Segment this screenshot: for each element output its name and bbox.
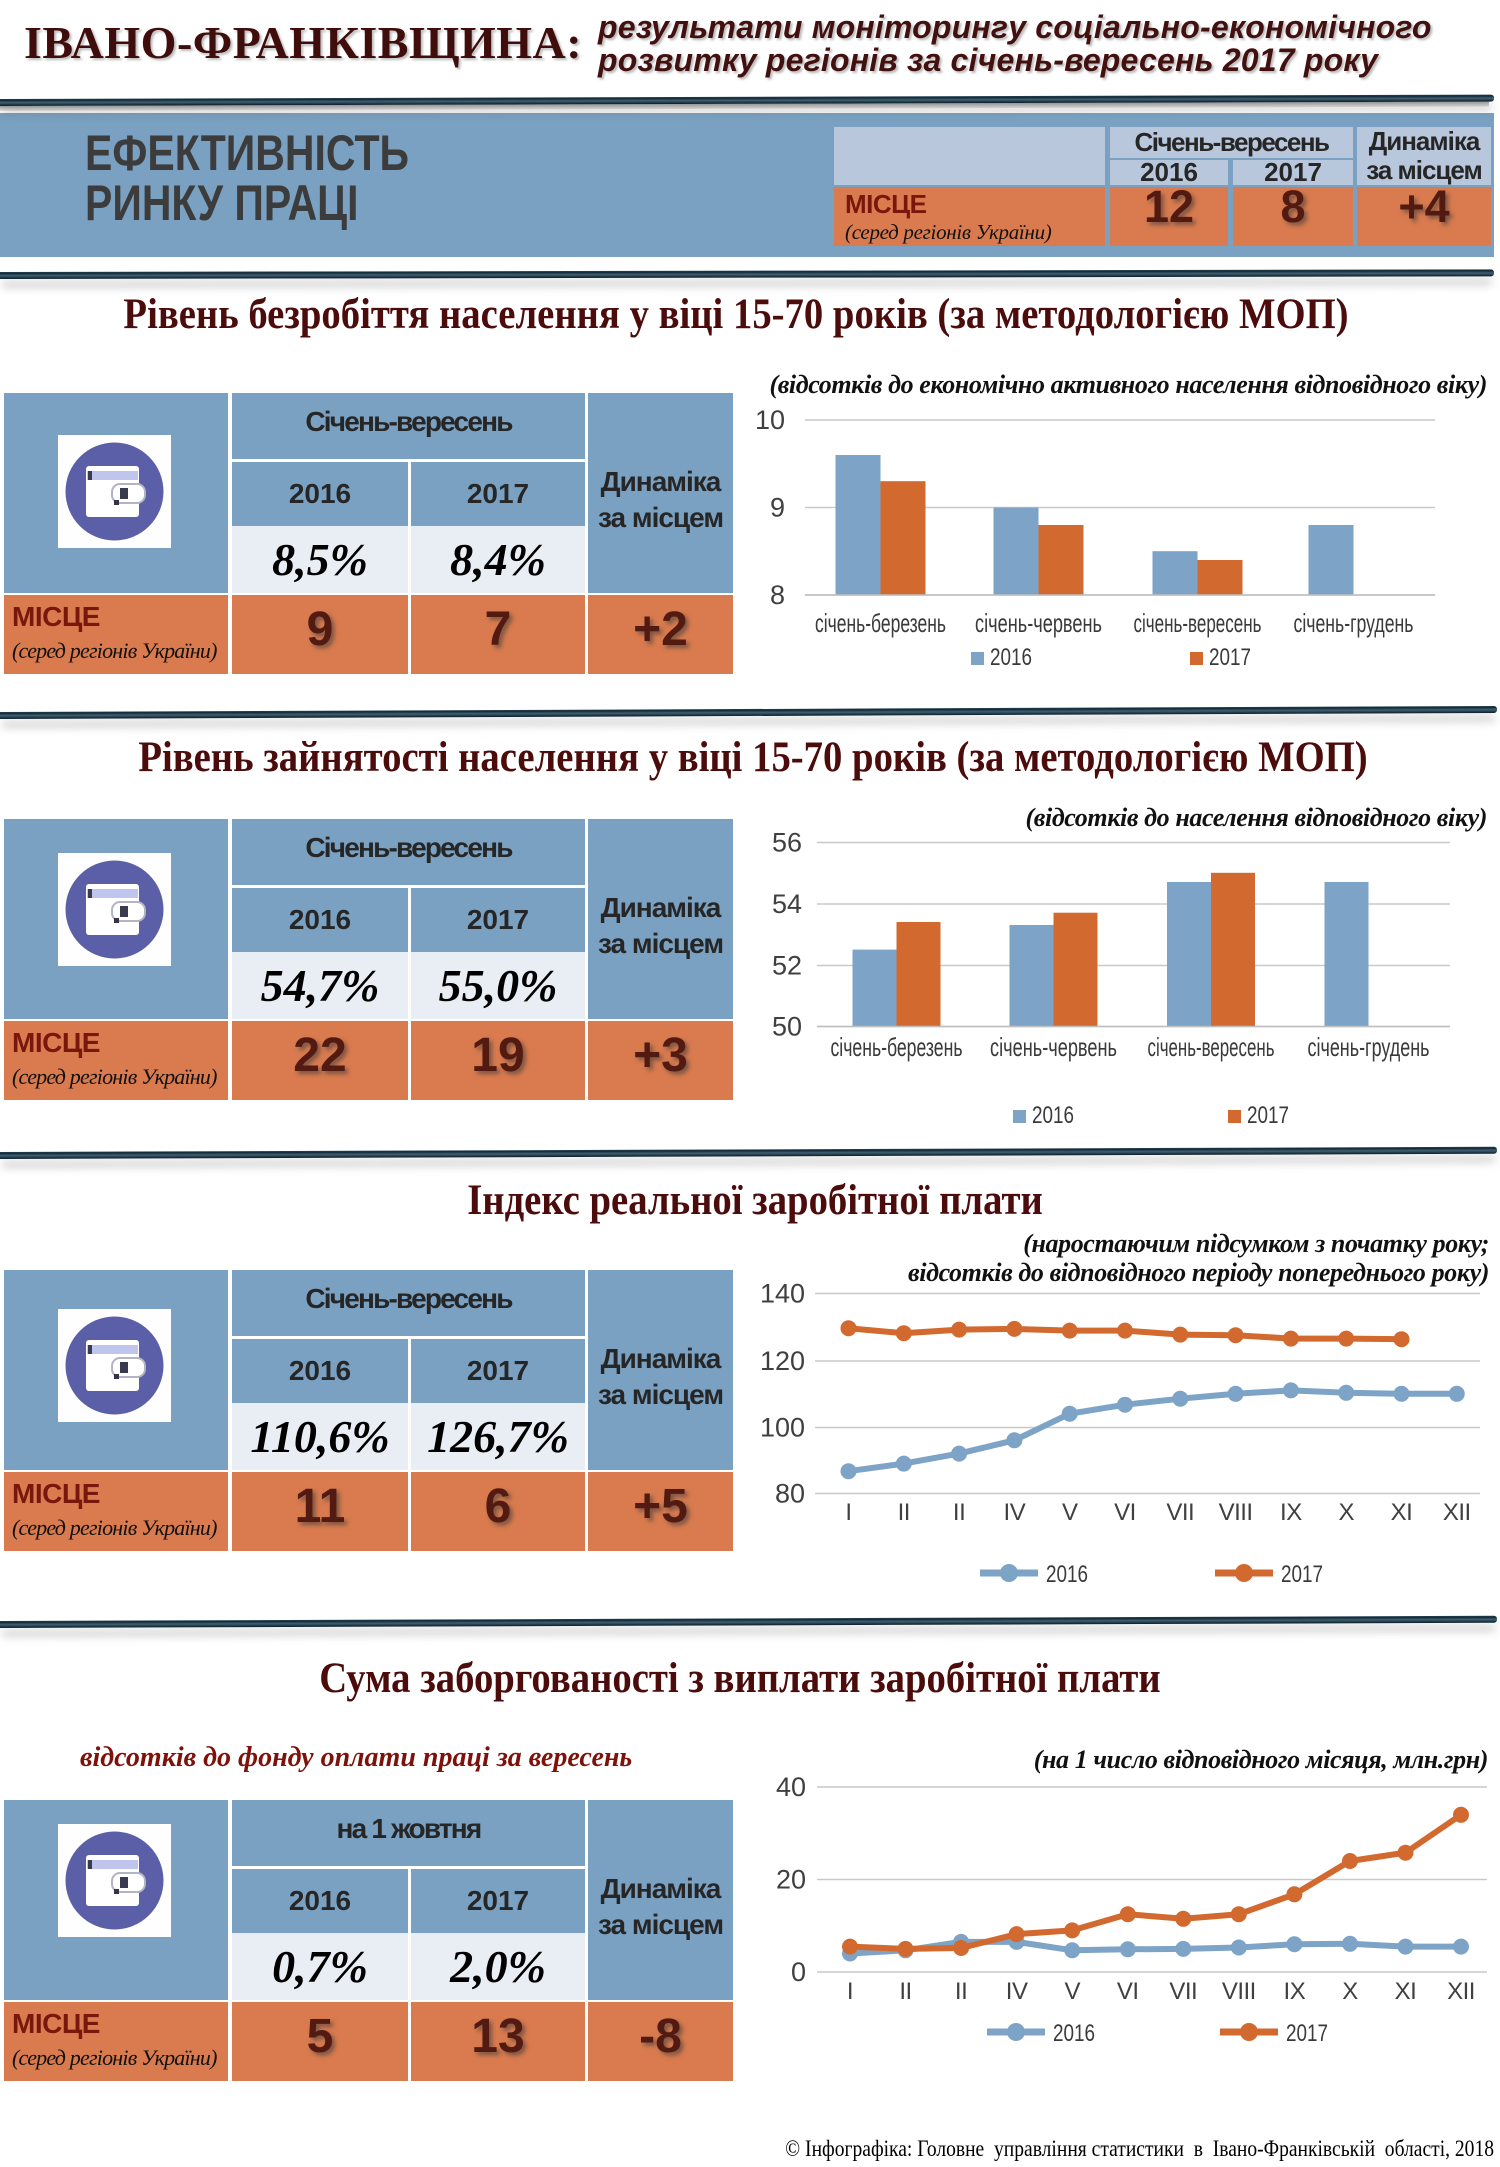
- svg-text:січень-вересень: січень-вересень: [1148, 1032, 1275, 1062]
- svg-text:2016: 2016: [1053, 2020, 1095, 2047]
- svg-text:VI: VI: [1114, 1499, 1136, 1526]
- svg-text:січень-березень: січень-березень: [815, 608, 946, 638]
- svg-text:8: 8: [770, 580, 785, 610]
- svg-text:XII: XII: [1447, 1978, 1475, 2005]
- svg-text:I: I: [847, 1978, 853, 2005]
- svg-text:V: V: [1062, 1499, 1078, 1526]
- svg-text:VIII: VIII: [1219, 1499, 1253, 1526]
- svg-text:56: 56: [772, 828, 802, 858]
- svg-text:140: 140: [760, 1280, 805, 1309]
- svg-text:X: X: [1342, 1978, 1358, 2005]
- svg-text:50: 50: [772, 1012, 802, 1042]
- svg-text:2016: 2016: [1046, 1561, 1088, 1588]
- svg-text:2017: 2017: [1286, 2020, 1328, 2047]
- svg-text:I: I: [845, 1499, 851, 1526]
- svg-text:IX: IX: [1280, 1499, 1302, 1526]
- svg-text:II: II: [899, 1978, 911, 2005]
- svg-text:52: 52: [772, 951, 802, 981]
- svg-text:2016: 2016: [990, 644, 1032, 671]
- svg-text:IV: IV: [1004, 1499, 1026, 1526]
- svg-text:VII: VII: [1166, 1499, 1194, 1526]
- svg-text:2017: 2017: [1209, 644, 1251, 671]
- svg-text:січень-вересень: січень-вересень: [1134, 608, 1262, 638]
- svg-text:VI: VI: [1117, 1978, 1139, 2005]
- svg-text:січень-червень: січень-червень: [990, 1032, 1117, 1062]
- svg-text:10: 10: [755, 405, 785, 435]
- svg-text:XI: XI: [1391, 1499, 1413, 1526]
- svg-text:9: 9: [770, 493, 785, 523]
- svg-text:54: 54: [772, 889, 802, 919]
- svg-text:II: II: [955, 1978, 967, 2005]
- svg-text:січень-червень: січень-червень: [975, 608, 1102, 638]
- svg-text:січень-березень: січень-березень: [831, 1032, 963, 1062]
- svg-text:VIII: VIII: [1222, 1978, 1256, 2005]
- svg-text:XI: XI: [1395, 1978, 1417, 2005]
- svg-text:100: 100: [760, 1413, 805, 1443]
- svg-text:II: II: [953, 1499, 965, 1526]
- svg-text:2017: 2017: [1247, 1102, 1289, 1129]
- svg-text:XII: XII: [1443, 1499, 1471, 1526]
- svg-text:IV: IV: [1006, 1978, 1028, 2005]
- svg-text:2016: 2016: [1032, 1102, 1074, 1129]
- svg-text:80: 80: [775, 1479, 805, 1509]
- svg-text:X: X: [1338, 1499, 1354, 1526]
- svg-text:VII: VII: [1169, 1978, 1197, 2005]
- svg-text:II: II: [898, 1499, 910, 1526]
- svg-text:120: 120: [760, 1346, 805, 1376]
- svg-text:IX: IX: [1284, 1978, 1306, 2005]
- svg-text:V: V: [1064, 1978, 1080, 2005]
- svg-text:2017: 2017: [1281, 1561, 1323, 1588]
- svg-text:січень-грудень: січень-грудень: [1294, 608, 1414, 638]
- svg-text:0: 0: [791, 1957, 806, 1987]
- svg-text:40: 40: [776, 1772, 806, 1802]
- svg-text:20: 20: [776, 1865, 806, 1895]
- svg-text:січень-грудень: січень-грудень: [1308, 1032, 1430, 1062]
